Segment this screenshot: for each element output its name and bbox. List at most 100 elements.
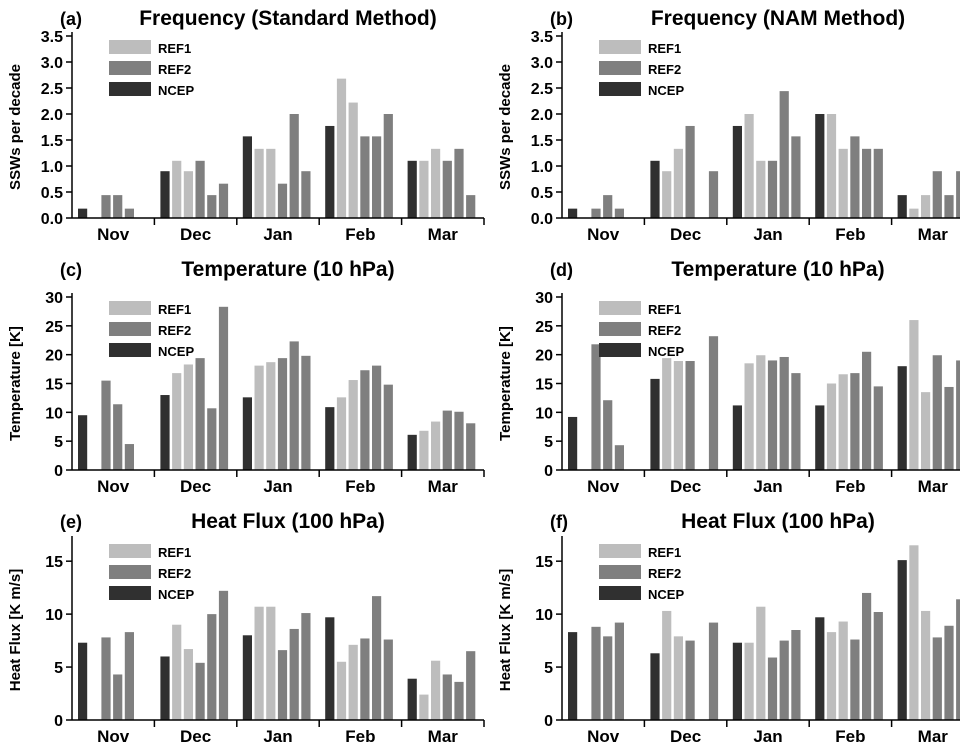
legend-label: REF1 — [648, 545, 681, 560]
bar-ref2 — [289, 341, 299, 470]
bar-ref2 — [466, 423, 476, 470]
bar-ref2 — [101, 637, 111, 720]
legend-swatch-ref1 — [109, 544, 151, 558]
legend-label: REF1 — [158, 545, 191, 560]
bar-ref2 — [791, 136, 801, 218]
bar-ref2 — [113, 404, 123, 470]
bar-ref1 — [756, 355, 766, 470]
legend-label: REF1 — [648, 41, 681, 56]
y-tick-label: 2.5 — [531, 81, 553, 98]
bar-ncep — [568, 208, 578, 218]
panel-label: (b) — [550, 9, 573, 29]
bar-ref2 — [685, 125, 695, 218]
bar-ref2 — [944, 195, 954, 218]
y-tick-label: 3.0 — [41, 55, 63, 72]
bar-ref1 — [172, 373, 182, 470]
bar-ref1 — [254, 365, 264, 470]
legend-label: REF2 — [158, 62, 191, 77]
chart-title: Temperature (10 hPa) — [181, 258, 394, 281]
bar-ref2 — [708, 336, 719, 470]
y-tick-label: 0 — [544, 713, 553, 730]
bar-ref1 — [756, 160, 766, 218]
y-axis-label: Temperature [K] — [497, 326, 514, 441]
y-tick-label: 15 — [535, 377, 553, 394]
legend-label: REF2 — [158, 323, 191, 338]
bar-ref2 — [944, 386, 954, 470]
y-tick-label: 2.0 — [41, 107, 63, 124]
bar-ref1 — [183, 649, 193, 720]
legend-swatch-ncep — [599, 343, 641, 357]
x-tick-label: Mar — [918, 225, 949, 244]
bar-ref2 — [932, 355, 942, 470]
x-tick-label: Feb — [835, 225, 865, 244]
y-tick-label: 3.5 — [531, 29, 553, 46]
legend-swatch-ref1 — [109, 40, 151, 54]
bar-ncep — [325, 407, 335, 470]
bar-ref2 — [591, 626, 601, 720]
bar-ref2 — [956, 171, 960, 218]
legend-label: NCEP — [158, 587, 194, 602]
bar-ncep — [732, 405, 742, 470]
bar-ncep — [325, 617, 335, 720]
panel-label: (d) — [550, 260, 573, 280]
bar-ref2 — [101, 195, 111, 218]
bar-ref1 — [266, 148, 276, 218]
bar-ref2 — [301, 355, 311, 470]
bar-ref2 — [779, 640, 789, 720]
legend-swatch-ref2 — [599, 565, 641, 579]
x-tick-label: Dec — [670, 225, 701, 244]
x-tick-label: Dec — [670, 727, 701, 746]
bar-ref1 — [172, 160, 182, 218]
x-tick-label: Nov — [587, 225, 620, 244]
bar-ref2 — [614, 622, 624, 720]
bar-ref2 — [360, 136, 370, 218]
legend-swatch-ref1 — [109, 301, 151, 315]
y-tick-label: 25 — [45, 319, 63, 336]
x-tick-label: Nov — [97, 477, 130, 496]
chart-title: Heat Flux (100 hPa) — [681, 510, 875, 533]
legend-swatch-ncep — [599, 586, 641, 600]
bar-ref1 — [744, 363, 754, 470]
y-tick-label: 0.0 — [41, 211, 63, 228]
bar-ref1 — [419, 430, 429, 470]
bar-ref1 — [673, 148, 683, 218]
x-tick-label: Feb — [345, 477, 375, 496]
x-tick-label: Nov — [587, 477, 620, 496]
y-tick-label: 20 — [45, 348, 63, 365]
legend-swatch-ref1 — [599, 40, 641, 54]
bar-ref2 — [614, 208, 624, 218]
bar-ref1 — [336, 661, 347, 720]
x-tick-label: Dec — [670, 477, 701, 496]
panel-e: (e) Heat Flux (100 hPa) Heat Flux [K m/s] 0… — [7, 510, 485, 746]
y-tick-label: 0 — [54, 713, 63, 730]
y-tick-label: 0.0 — [531, 211, 553, 228]
legend-label: REF1 — [158, 302, 191, 317]
bar-ref2 — [791, 630, 801, 720]
bar-ref2 — [603, 400, 613, 470]
x-tick-label: Jan — [753, 225, 782, 244]
bar-ref2 — [442, 160, 452, 218]
y-tick-label: 15 — [535, 554, 553, 571]
bar-ref2 — [442, 674, 452, 720]
x-tick-label: Mar — [428, 225, 459, 244]
panel-label: (f) — [550, 512, 568, 532]
y-tick-label: 20 — [535, 348, 553, 365]
bar-ref1 — [431, 148, 441, 218]
bar-ref2 — [383, 639, 393, 720]
bar-ref2 — [708, 622, 719, 720]
panel-b: (b) Frequency (NAM Method) SSWs per decade… — [497, 7, 960, 244]
chart-title: Frequency (NAM Method) — [651, 7, 905, 30]
legend-swatch-ref2 — [109, 61, 151, 75]
legend-label: NCEP — [648, 587, 684, 602]
y-tick-label: 1.5 — [41, 133, 63, 150]
bar-ref2 — [685, 640, 695, 720]
bar-ref2 — [850, 136, 860, 218]
bar-ref2 — [218, 183, 229, 218]
bar-ref2 — [779, 356, 789, 470]
bar-ref2 — [873, 612, 883, 720]
x-tick-label: Jan — [753, 727, 782, 746]
bar-ref2 — [277, 650, 288, 720]
y-tick-label: 3.5 — [41, 29, 63, 46]
y-tick-label: 30 — [535, 290, 553, 307]
bar-ncep — [242, 397, 252, 470]
